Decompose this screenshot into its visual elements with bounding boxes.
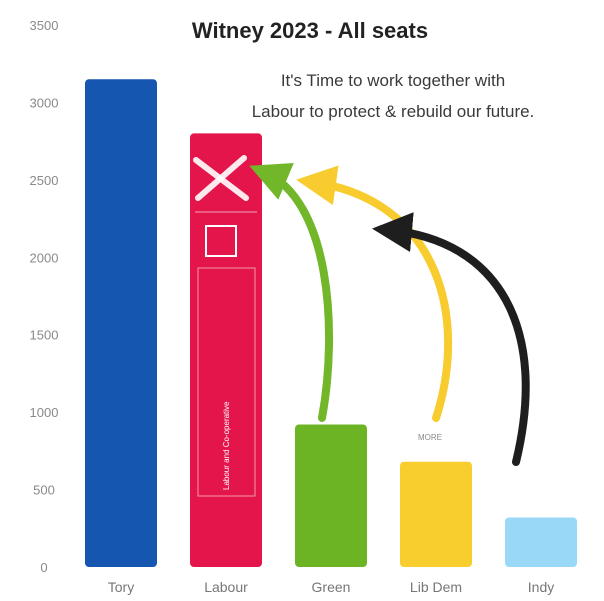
bar-lib-dem	[400, 461, 472, 567]
y-tick-label: 500	[33, 483, 55, 498]
y-tick-label: 0	[40, 560, 47, 575]
libdem-transfer-arrow	[296, 165, 453, 422]
x-tick-label: Labour	[204, 579, 248, 595]
x-axis-labels: Tory Labour Green Lib Dem Indy	[108, 579, 554, 595]
y-tick-label: 2500	[30, 173, 59, 188]
y-tick-label: 1500	[30, 328, 59, 343]
ballot-party-text: Labour and Co-operative	[222, 401, 231, 490]
x-tick-label: Green	[312, 579, 351, 595]
y-tick-label: 1000	[30, 405, 59, 420]
bars	[85, 79, 577, 567]
x-tick-label: Tory	[108, 579, 134, 595]
bar-green	[295, 424, 367, 567]
ballot-paper-decoration: Labour and Co-operative	[193, 155, 257, 497]
bar-indy	[505, 517, 577, 567]
bar-tory	[85, 79, 157, 567]
chart-title: Witney 2023 - All seats	[192, 18, 428, 43]
bar-note: MORE	[418, 433, 442, 442]
y-tick-label: 2000	[30, 250, 59, 265]
indy-transfer-arrow	[372, 212, 530, 466]
y-tick-label: 3500	[30, 18, 59, 33]
y-tick-label: 3000	[30, 95, 59, 110]
annotation-line-1: It's Time to work together with	[281, 71, 505, 90]
x-tick-label: Indy	[528, 579, 554, 595]
x-tick-label: Lib Dem	[410, 579, 462, 595]
ballot-cross-stroke-2	[195, 155, 247, 201]
green-transfer-arrow	[249, 163, 334, 422]
ballot-candidate-box	[197, 267, 256, 497]
annotation-line-2: Labour to protect & rebuild our future.	[252, 102, 535, 121]
bar-labour	[190, 133, 262, 567]
y-axis-ticks: 0 500 1000 1500 2000 2500 3000 3500	[30, 18, 59, 575]
ballot-party-logo	[205, 225, 237, 257]
